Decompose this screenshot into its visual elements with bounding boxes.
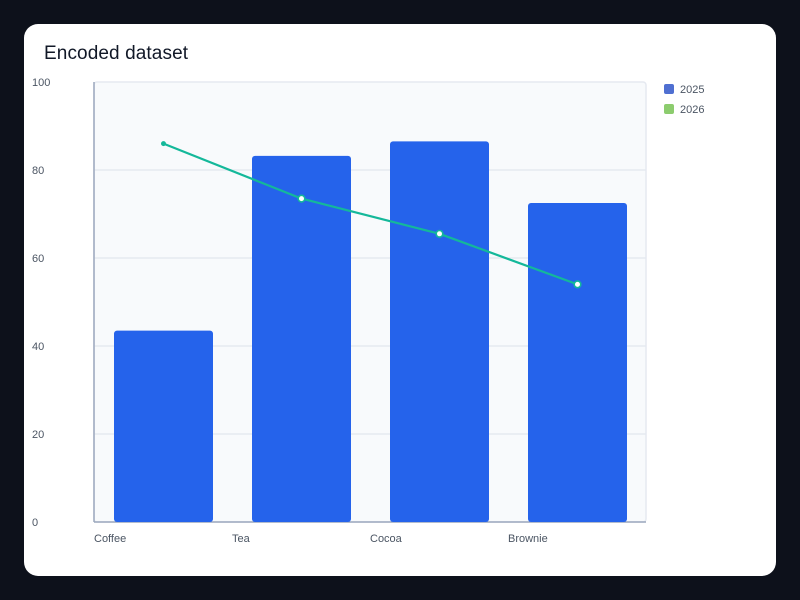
x-tick-label: Coffee [94, 533, 126, 545]
y-tick-label: 40 [32, 341, 44, 353]
y-tick-label: 60 [32, 253, 44, 265]
legend-swatch-2025 [664, 84, 674, 94]
bar-brownie [528, 203, 627, 522]
x-tick-label: Tea [232, 533, 251, 545]
chart-card: Encoded dataset 0 20 40 60 80 100 Coffee Tea Coc… [24, 24, 776, 576]
y-tick-label: 20 [32, 429, 44, 441]
bar-coffee [114, 330, 213, 522]
y-tick-label: 0 [32, 517, 38, 529]
x-tick-label: Cocoa [370, 533, 403, 545]
chart-canvas: 0 20 40 60 80 100 Coffee Tea Cocoa Brownie 2025 202… [32, 77, 704, 545]
line-point [435, 229, 444, 238]
line-point [297, 194, 306, 203]
line-point [161, 141, 166, 147]
y-tick-label: 100 [32, 77, 50, 89]
chart-title: Encoded dataset [44, 43, 189, 64]
y-tick-label: 80 [32, 165, 44, 177]
line-point [573, 280, 582, 289]
legend-label-2025: 2025 [680, 84, 704, 96]
legend-swatch-2026 [664, 104, 674, 114]
bar-cocoa [390, 141, 489, 522]
bar-tea [252, 155, 351, 523]
line-series-2026 [162, 142, 579, 286]
x-tick-label: Brownie [508, 533, 548, 545]
legend-label-2026: 2026 [680, 104, 704, 116]
